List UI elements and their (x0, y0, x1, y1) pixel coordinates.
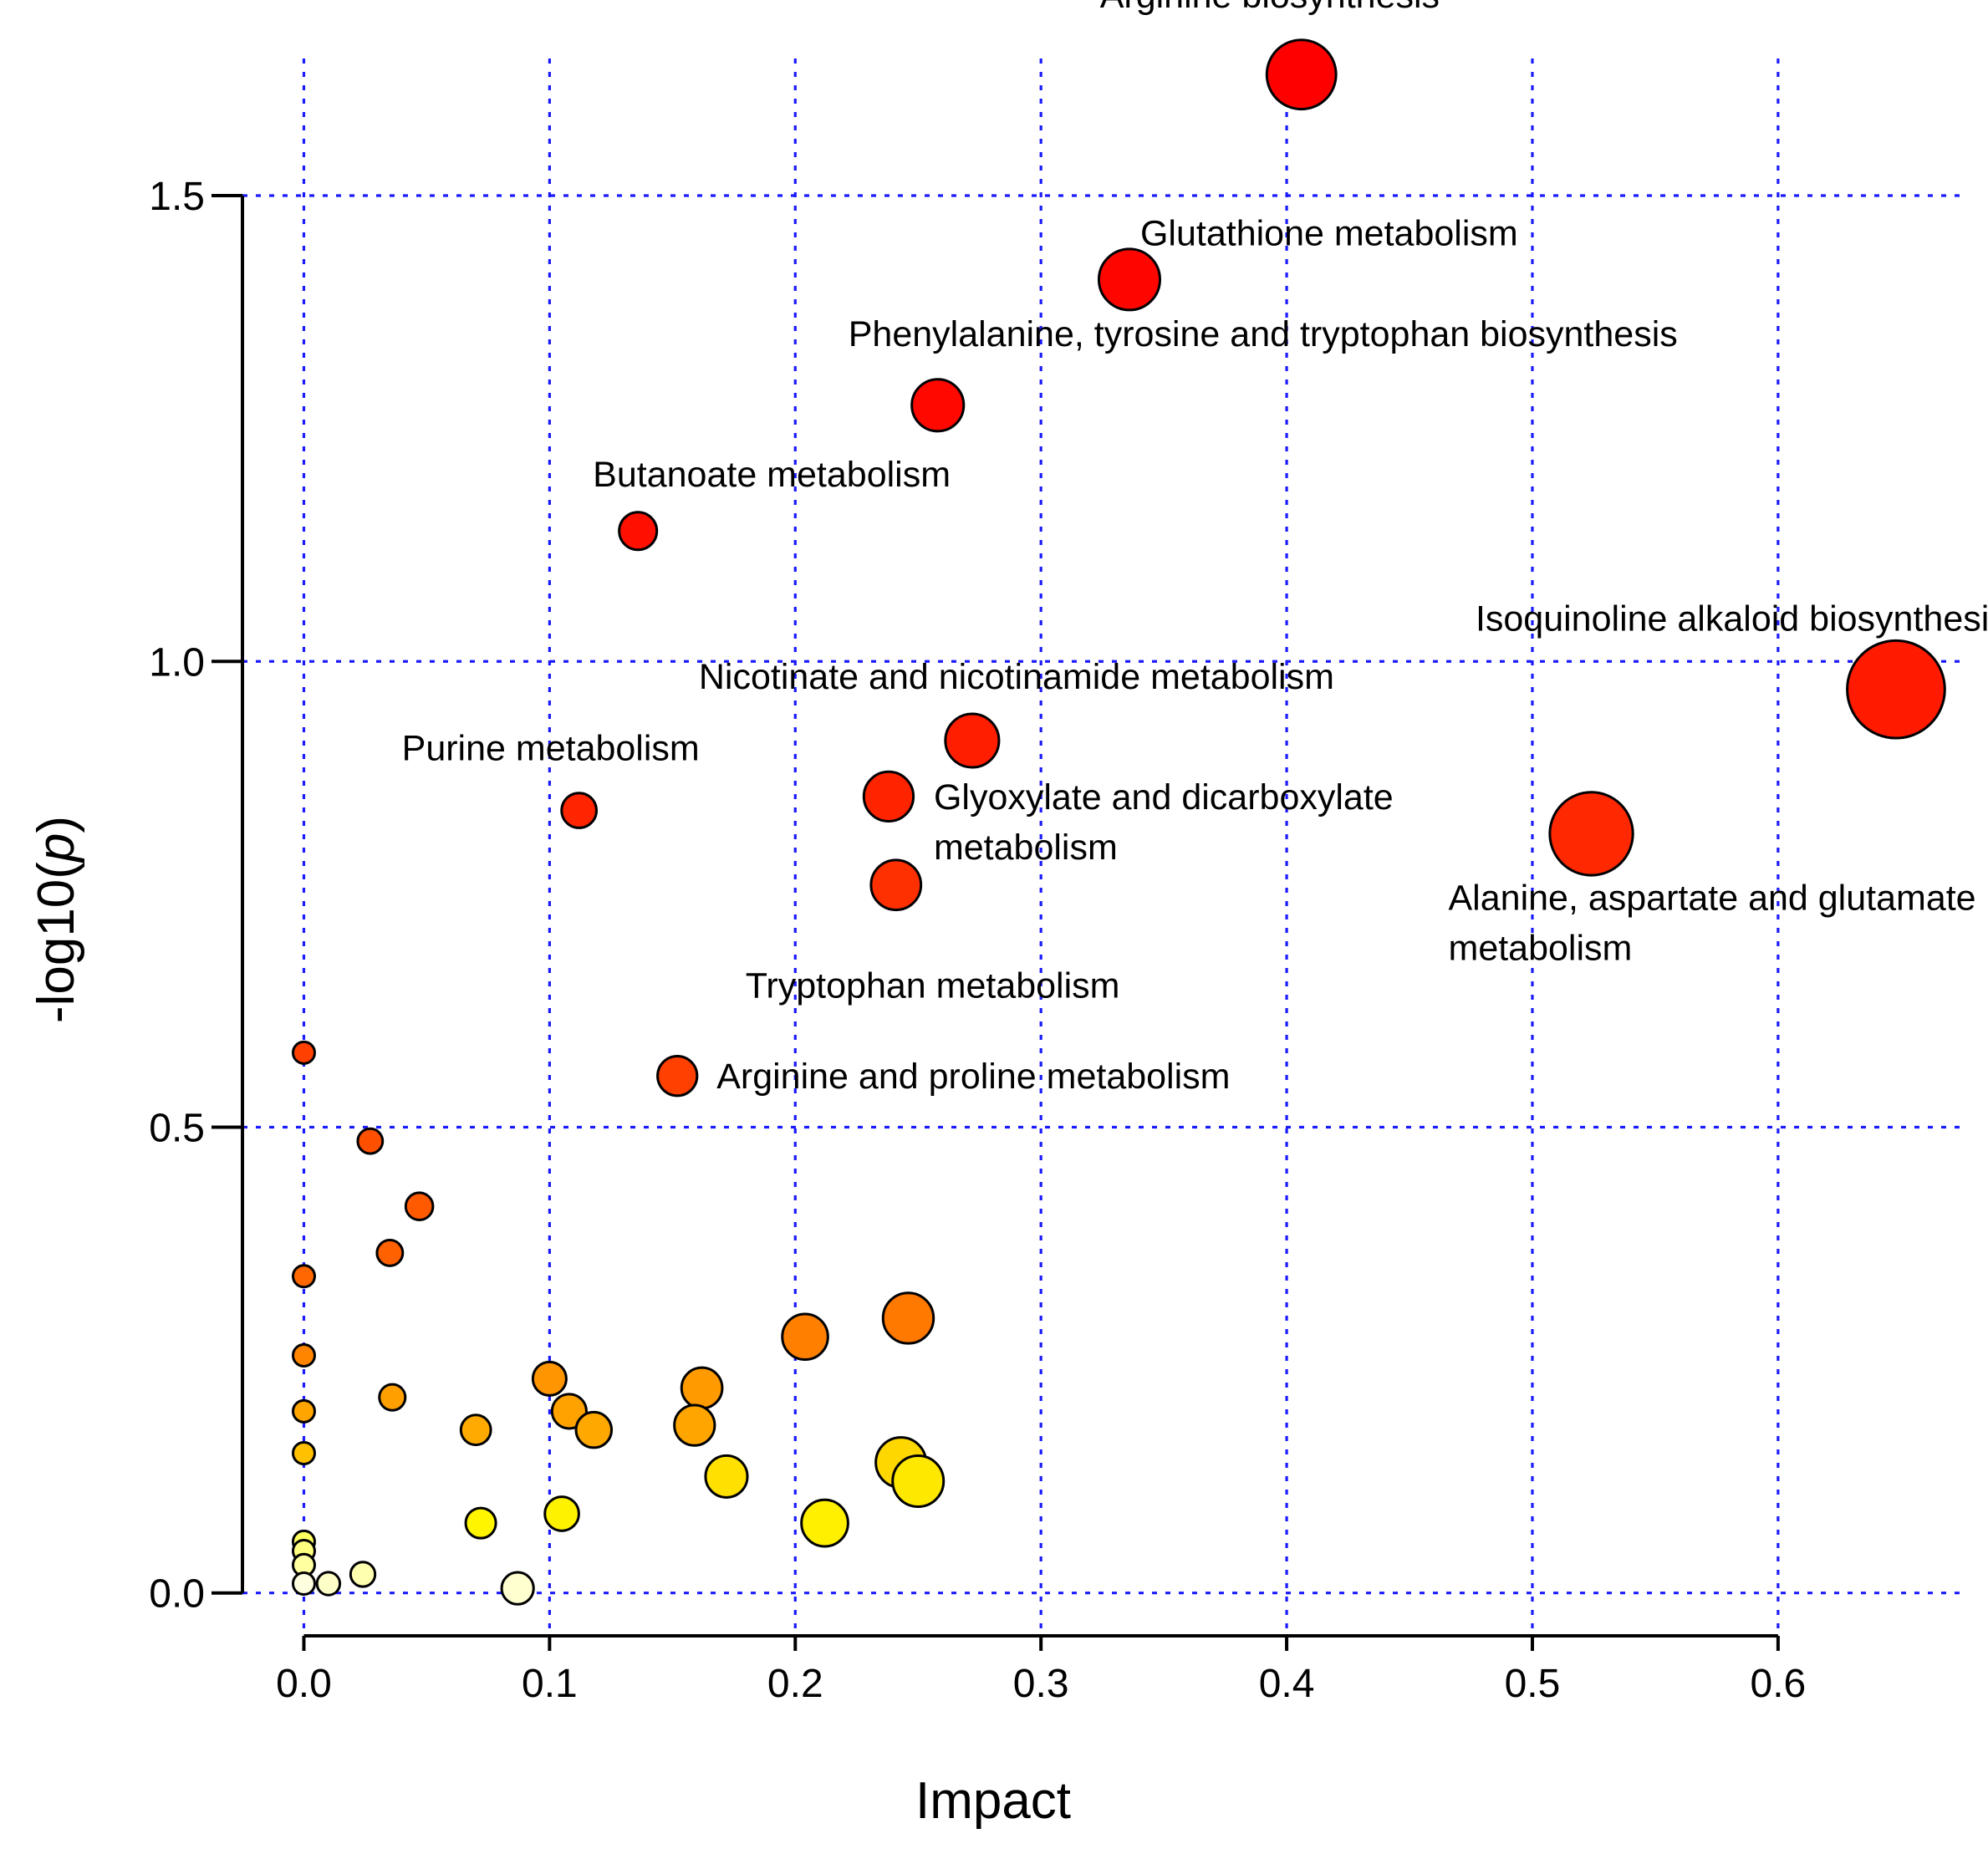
data-point-16[interactable] (881, 1291, 935, 1345)
data-point-9[interactable] (869, 858, 923, 912)
point-label-9: Tryptophan metabolism (746, 966, 1120, 1006)
data-point-31[interactable] (543, 1495, 580, 1532)
data-point-13[interactable] (404, 1191, 435, 1221)
data-point-17[interactable] (781, 1312, 829, 1362)
point-label-1-line-0: Glutathione metabolism (1140, 213, 1518, 253)
x-tick-label-2: 0.2 (767, 1662, 823, 1706)
point-label-4: Isoquinoline alkaloid biosynthesis (1476, 599, 1988, 639)
y-tick-label-0: 0.0 (149, 1572, 205, 1617)
x-tick-label-6: 0.6 (1751, 1662, 1807, 1706)
point-label-6-line-0: Glyoxylate and dicarboxylate (934, 777, 1394, 817)
y-axis-title: -log10(p) (28, 816, 85, 1023)
data-point-29[interactable] (704, 1454, 749, 1499)
x-tick-label-3: 0.3 (1013, 1662, 1069, 1706)
data-point-10[interactable] (656, 1055, 699, 1098)
data-point-1[interactable] (1097, 247, 1162, 312)
point-label-8-line-0: Alanine, aspartate and glutamate (1449, 878, 1976, 918)
data-point-14[interactable] (375, 1238, 405, 1267)
x-tick-label-5: 0.5 (1505, 1662, 1561, 1706)
point-label-0: Arginine biosynthesis (1100, 0, 1440, 16)
data-point-33[interactable] (800, 1498, 849, 1548)
data-point-4[interactable] (1846, 639, 1946, 740)
point-label-6: Glyoxylate and dicarboxylate metabolism (934, 777, 1394, 868)
point-label-3: Butanoate metabolism (593, 455, 951, 495)
y-axis-title-suffix: ) (28, 816, 85, 833)
data-point-5[interactable] (944, 712, 1001, 769)
point-label-10-line-0: Arginine and proline metabolism (716, 1057, 1230, 1097)
data-point-24[interactable] (673, 1403, 716, 1447)
point-label-5: Nicotinate and nicotinamide metabolism (699, 657, 1334, 697)
x-tick-label-4: 0.4 (1259, 1662, 1315, 1706)
point-label-9-line-0: Tryptophan metabolism (746, 966, 1120, 1006)
data-point-23[interactable] (291, 1398, 316, 1424)
data-point-6[interactable] (862, 770, 915, 823)
data-point-30[interactable] (891, 1454, 946, 1508)
data-point-7[interactable] (560, 792, 598, 829)
data-point-39[interactable] (291, 1571, 316, 1597)
data-point-32[interactable] (464, 1506, 497, 1540)
point-label-10: Arginine and proline metabolism (716, 1057, 1230, 1097)
y-axis-title-italic: p (28, 833, 85, 863)
y-tick-label-2: 1.0 (149, 640, 205, 685)
point-label-8: Alanine, aspartate and glutamate metaboli… (1449, 878, 1976, 968)
axis-layer: 0.0 0.1 0.2 0.3 0.4 0.5 0.6 0.0 0.5 1.0 1.5 (149, 175, 1806, 1706)
x-axis-title: Impact (915, 1772, 1071, 1830)
y-tick-label-3: 1.5 (149, 175, 205, 219)
point-label-2-line-0: Phenylalanine, tyrosine and tryptophan b… (849, 314, 1678, 354)
bubble-layer (291, 38, 1946, 1606)
axis-titles: Impact -log10(p) (28, 816, 1071, 1830)
point-label-5-line-0: Nicotinate and nicotinamide metabolism (699, 657, 1334, 697)
y-axis-title-prefix: -log10( (28, 862, 85, 1023)
x-tick-label-0: 0.0 (276, 1662, 332, 1706)
x-tick-label-1: 0.1 (522, 1662, 578, 1706)
data-point-19[interactable] (531, 1360, 568, 1397)
data-point-40[interactable] (500, 1571, 535, 1606)
point-label-4-line-0: Isoquinoline alkaloid biosynthesis (1476, 599, 1988, 639)
y-tick-label-1: 0.5 (149, 1106, 205, 1150)
data-point-26[interactable] (459, 1413, 492, 1447)
data-point-37[interactable] (349, 1561, 377, 1588)
data-point-3[interactable] (618, 511, 659, 552)
point-label-2: Phenylalanine, tyrosine and tryptophan b… (849, 314, 1678, 354)
data-point-11[interactable] (291, 1040, 316, 1065)
point-label-7-line-0: Purine metabolism (402, 729, 700, 769)
data-point-21[interactable] (378, 1383, 407, 1412)
data-point-15[interactable] (291, 1264, 316, 1289)
data-point-27[interactable] (291, 1441, 316, 1466)
point-label-1: Glutathione metabolism (1140, 213, 1518, 253)
point-label-8-line-1: metabolism (1449, 928, 1633, 968)
data-point-25[interactable] (574, 1410, 614, 1449)
point-label-6-line-1: metabolism (934, 828, 1118, 868)
point-label-0-line-0: Arginine biosynthesis (1100, 0, 1440, 16)
data-point-0[interactable] (1265, 38, 1338, 111)
data-point-20[interactable] (680, 1366, 724, 1410)
data-point-8[interactable] (1548, 791, 1634, 877)
data-point-12[interactable] (356, 1127, 385, 1155)
label-layer: Arginine biosynthesis Glutathione metabol… (402, 0, 1988, 1097)
data-point-18[interactable] (291, 1343, 316, 1368)
data-point-2[interactable] (910, 378, 966, 433)
point-label-3-line-0: Butanoate metabolism (593, 455, 951, 495)
point-label-7: Purine metabolism (402, 729, 700, 769)
data-point-38[interactable] (315, 1571, 342, 1597)
